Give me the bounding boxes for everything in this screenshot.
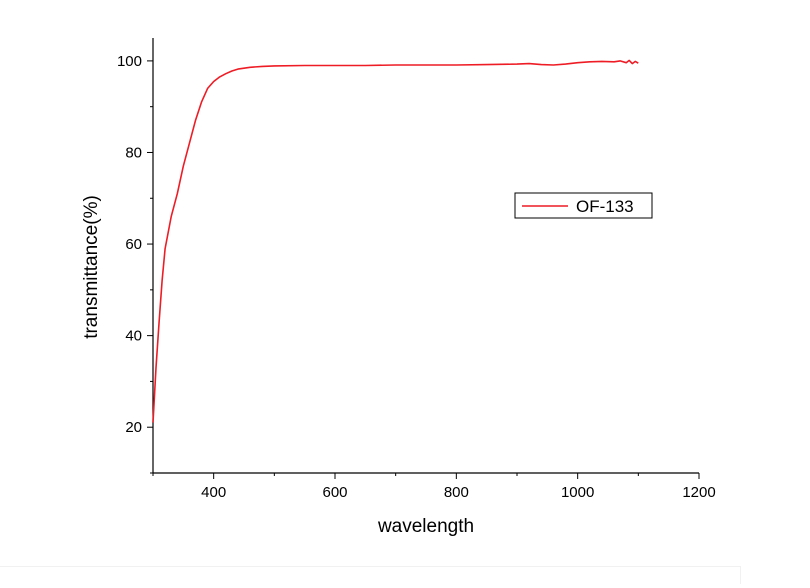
y-tick-label: 60: [125, 236, 142, 253]
series-line-of-133: [152, 59, 639, 423]
legend: OF-133: [514, 192, 653, 219]
x-tick-label: 1000: [561, 484, 594, 501]
y-tick-label: 20: [125, 419, 142, 436]
y-tick-label: 100: [117, 53, 142, 70]
x-tick-label: 400: [201, 484, 226, 501]
x-tick-label: 1200: [682, 484, 715, 501]
y-tick-label: 40: [125, 328, 142, 345]
legend-label-of-133: OF-133: [576, 197, 634, 216]
axes-layer: [152, 38, 699, 474]
x-axis-title: wavelength: [377, 516, 474, 537]
ticks-layer: 20 40 60 80 100 400 600 800 1000 1200: [117, 53, 716, 501]
y-tick-label: 80: [125, 144, 142, 161]
y-axis-title: transmittance(%): [81, 195, 102, 339]
x-tick-label: 800: [444, 484, 469, 501]
x-tick-label: 600: [322, 484, 347, 501]
bottom-strip: [0, 566, 741, 584]
series-layer: [152, 59, 639, 423]
